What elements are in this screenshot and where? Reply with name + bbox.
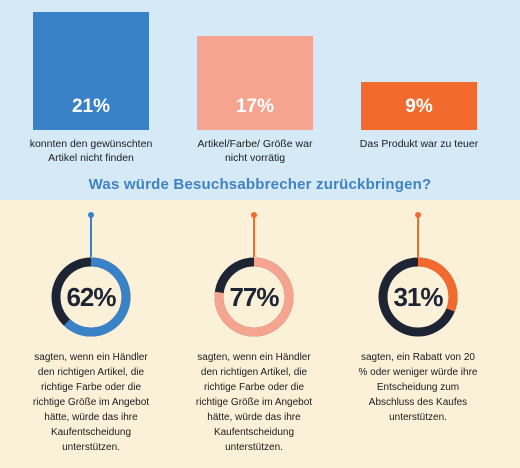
donut-3: 31%: [378, 257, 458, 337]
donut-arc: [214, 257, 294, 337]
connector-line: [253, 217, 255, 257]
section-headline: Was würde Besuchsabbrecher zurückbringen…: [88, 176, 432, 193]
donut-caption: sagten, wenn ein Händler den richtigen A…: [32, 352, 150, 453]
connector-dot: [415, 212, 421, 218]
donut-value-label: 31%: [393, 281, 443, 312]
bar-value-label: 9%: [405, 96, 433, 117]
donut-ring: [378, 257, 458, 337]
donut-arc: [51, 257, 131, 337]
connector-line: [90, 217, 92, 257]
donut-ring: [51, 257, 131, 337]
bar-2: 17%: [197, 36, 313, 130]
bar-category-label: konnten den gewünschten Artikel nicht fi…: [29, 138, 153, 164]
bar-1: 21%: [33, 12, 149, 130]
donut-caption: sagten, ein Rabatt von 20 % oder weniger…: [358, 352, 478, 423]
connector-line: [417, 217, 419, 257]
connector-dot: [88, 212, 94, 218]
donut-value-label: 62%: [66, 281, 116, 312]
bar-category-label: Artikel/Farbe/ Größe war nicht vorrätig: [197, 138, 313, 164]
donut-arc: [378, 257, 458, 337]
bar-value-label: 17%: [235, 96, 275, 117]
donut-caption: sagten, wenn ein Händler den richtigen A…: [195, 352, 313, 453]
donut-value-label: 77%: [229, 281, 279, 312]
bar-value-label: 21%: [71, 96, 111, 117]
donut-2: 77%: [214, 257, 294, 337]
bar-3: 9%: [361, 82, 477, 130]
donut-ring: [214, 257, 294, 337]
connector-dot: [251, 212, 257, 218]
donut-1: 62%: [51, 257, 131, 337]
bar-category-label: Das Produkt war zu teuer: [359, 138, 479, 150]
